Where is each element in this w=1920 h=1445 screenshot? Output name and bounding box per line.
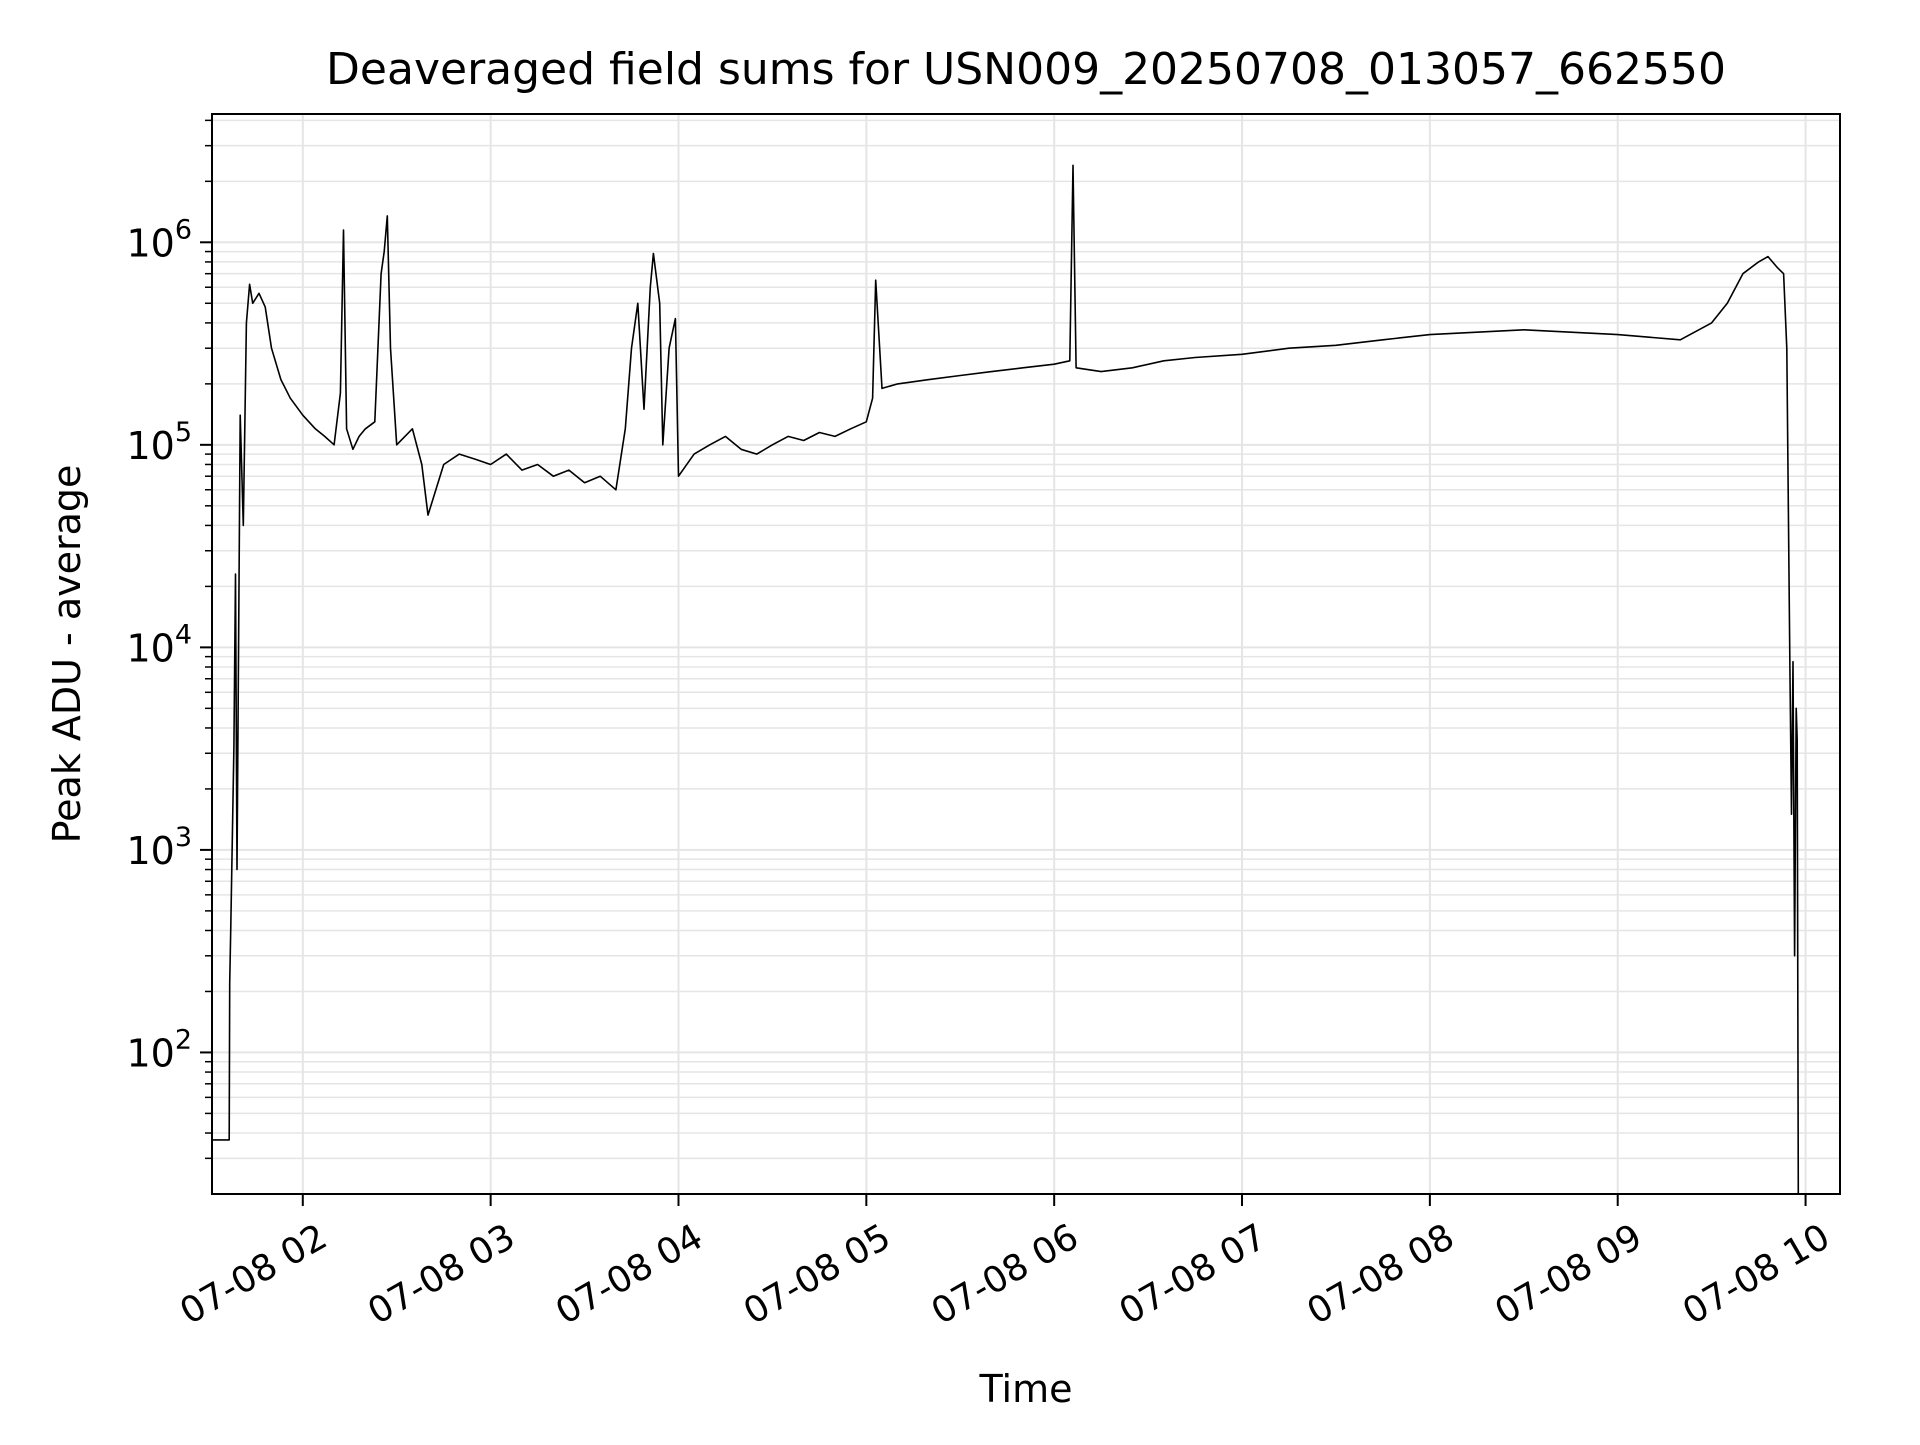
y-tick-label: 106 xyxy=(126,214,192,265)
y-tick-label: 102 xyxy=(126,1024,192,1075)
series-line xyxy=(212,164,1800,1195)
y-tick-label: 105 xyxy=(126,417,192,468)
x-tick-label: 07-08 10 xyxy=(1676,1216,1837,1332)
y-axis-ticks: 102 103 104 105 106 xyxy=(126,119,212,1160)
x-tick-label: 07-08 05 xyxy=(737,1216,898,1332)
x-tick-label: 07-08 03 xyxy=(361,1216,522,1332)
x-tick-label: 07-08 07 xyxy=(1113,1216,1274,1332)
y-axis-label: Peak ADU - average xyxy=(45,465,89,844)
plot-frame xyxy=(211,113,1841,1195)
x-tick-label: 07-08 06 xyxy=(925,1216,1086,1332)
y-tick-label: 104 xyxy=(126,619,192,670)
x-tick-label: 07-08 09 xyxy=(1488,1216,1649,1332)
x-tick-label: 07-08 08 xyxy=(1300,1216,1461,1332)
y-tick-label: 103 xyxy=(126,822,192,873)
x-axis-label: Time xyxy=(979,1367,1073,1411)
x-tick-label: 07-08 02 xyxy=(173,1216,334,1332)
series-layer xyxy=(212,164,1800,1195)
x-tick-label: 07-08 04 xyxy=(549,1216,710,1332)
grid xyxy=(212,114,1840,1194)
x-axis-ticks: 07-08 02 07-08 03 07-08 04 07-08 05 07-08 06… xyxy=(173,1194,1837,1333)
chart-title: Deaveraged field sums for USN009_2025070… xyxy=(326,44,1726,95)
